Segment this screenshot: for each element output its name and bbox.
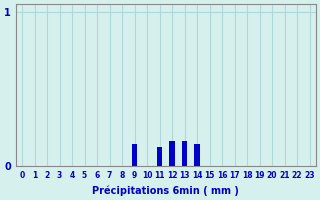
Bar xyxy=(132,144,137,166)
Bar xyxy=(157,147,162,166)
X-axis label: Précipitations 6min ( mm ): Précipitations 6min ( mm ) xyxy=(92,185,239,196)
Bar xyxy=(169,141,175,166)
Bar xyxy=(194,144,200,166)
Bar xyxy=(182,141,187,166)
